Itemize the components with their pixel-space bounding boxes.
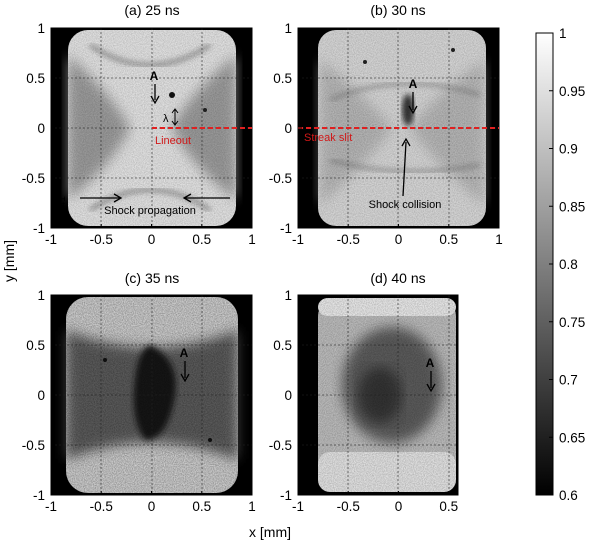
y-axis-label: y [mm] (1, 240, 17, 282)
panel-d-title: (d) 40 ns (370, 270, 425, 286)
panel-d-ytick-label: -1 (280, 488, 292, 503)
panel-c: (c) 35 ns A #5273 -1 -0.5 0 0.5 1 10.50-0.5-… (22, 270, 256, 514)
colorbar-tick-label: 0.85 (559, 199, 585, 214)
colorbar-tick-label: 0.65 (559, 430, 585, 445)
panel-a-xticks: -1 -0.5 0 0.5 1 (45, 224, 256, 247)
panel-d-ytick-label: 0 (284, 388, 292, 403)
colorbar: 0.6 0.65 0.7 0.75 0.8 0.85 0.9 0.95 1 (535, 26, 585, 503)
panel-d-xtick-label: -0.5 (337, 499, 360, 514)
colorbar-tick-label: 0.7 (559, 373, 578, 388)
colorbar-tick-label: 0.8 (559, 257, 578, 272)
panel-d-xticks: -1 -0.5 0 0.5 (292, 491, 458, 514)
panel-a-title: (a) 25 ns (124, 2, 179, 18)
panel-c-title: (c) 35 ns (125, 270, 179, 286)
panel-b-yticks: 1 0.5 0 -0.5 -1 (269, 21, 302, 236)
panel-b-ytick-label: 0 (284, 121, 292, 136)
panel-c-xticks: -1 -0.5 0 0.5 1 (45, 491, 256, 514)
panel-a-yticks: 1 0.5 0 -0.5 -1 (22, 21, 55, 236)
panel-d: (d) 40 ns A #5286 -1 -0.5 0 0.5 1 0.5 0 -0.5 -1 (269, 270, 499, 514)
panel-b-xtick-label: 0 (395, 232, 403, 247)
panel-c-ytick-label: 0.5 (26, 338, 45, 353)
panel-b-ytick-label: 0.5 (273, 71, 292, 86)
panel-c-xtick-label: 1 (248, 499, 256, 514)
panel-d-ytick-label: 0.5 (273, 338, 292, 353)
panel-b-xtick-label: -1 (292, 232, 304, 247)
panel-a-shot-number: #5041 (57, 196, 68, 224)
panel-d-xtick-label: -1 (292, 499, 304, 514)
panel-b-ytick-label: -1 (280, 221, 292, 236)
panel-c-xtick-label: -1 (45, 499, 57, 514)
panel-d-yticks: 1 0.5 0 -0.5 -1 (269, 288, 302, 503)
panel-a-shock-propagation: Shock propagation (104, 205, 196, 217)
panel-c-yticks: 1 0.5 0 -0.5 -1 (22, 288, 55, 503)
panel-b-shot-number: #4696 (305, 196, 316, 224)
panel-c-ytick-label: -0.5 (22, 438, 45, 453)
panel-b-shock-collision: Shock collision (369, 199, 442, 211)
colorbar-tick-label: 0.6 (559, 488, 578, 503)
panel-a-xtick-label: 0 (148, 232, 156, 247)
panel-d-ytick-label: 1 (284, 288, 292, 303)
panel-a-xtick-label: -0.5 (90, 232, 113, 247)
panel-a-xtick-label: 0.5 (192, 232, 211, 247)
panel-c-xtick-label: -0.5 (90, 499, 113, 514)
x-axis-label: x [mm] (249, 524, 291, 540)
panel-b-xtick-label: -0.5 (337, 232, 360, 247)
panel-d-xtick-label: 0.5 (439, 499, 458, 514)
panel-a-ytick-label: 0 (37, 121, 45, 136)
panel-b: (b) 30 ns Streak slit A Shock collis (269, 2, 503, 247)
panel-c-xtick-label: 0.5 (192, 499, 211, 514)
panel-a-ytick-label: 0.5 (26, 71, 45, 86)
panel-a-lineout-label: Lineout (155, 135, 191, 147)
panel-c-marker-a: A (180, 346, 189, 360)
panel-b-xtick-label: 0.5 (439, 232, 458, 247)
panel-d-ytick-label: -0.5 (269, 438, 292, 453)
panel-b-xtick-label: 1 (495, 232, 503, 247)
panel-b-ytick-label: -0.5 (269, 171, 292, 186)
panel-d-grid (298, 295, 458, 495)
panel-a: (a) 25 ns Lineout A λ Shock p (22, 2, 256, 247)
panel-c-shot-number: #5273 (57, 463, 68, 491)
panel-d-marker-a: A (426, 356, 435, 370)
colorbar-tick-label: 0.95 (559, 84, 585, 99)
panel-a-ytick-label: -0.5 (22, 171, 45, 186)
panel-c-xtick-label: 0 (148, 499, 156, 514)
colorbar-tick-label: 0.9 (559, 142, 578, 157)
panel-b-title: (b) 30 ns (370, 2, 425, 18)
panel-c-grid (51, 295, 252, 495)
panel-b-ytick-label: 1 (284, 21, 292, 36)
panel-c-ytick-label: -1 (33, 488, 45, 503)
panel-c-ytick-label: 0 (37, 388, 45, 403)
panel-b-streak-slit-label: Streak slit (304, 132, 352, 144)
panel-a-xtick-label: -1 (45, 232, 57, 247)
panel-b-marker-a: A (409, 77, 418, 91)
panel-d-xtick-label: 0 (395, 499, 403, 514)
panel-a-lambda-label: λ (163, 113, 169, 125)
panel-a-marker-a: A (150, 69, 159, 83)
panel-a-ytick-label: -1 (33, 221, 45, 236)
colorbar-tick-label: 1 (559, 26, 567, 41)
colorbar-tick-label: 0.75 (559, 315, 585, 330)
panel-d-shot-number: #5286 (305, 463, 316, 491)
panel-b-xticks: -1 -0.5 0 0.5 1 (292, 224, 503, 247)
colorbar-ticks: 0.6 0.65 0.7 0.75 0.8 0.85 0.9 0.95 1 (549, 26, 585, 503)
panel-a-ytick-label: 1 (37, 21, 45, 36)
panel-a-xtick-label: 1 (248, 232, 256, 247)
panel-c-ytick-label: 1 (37, 288, 45, 303)
